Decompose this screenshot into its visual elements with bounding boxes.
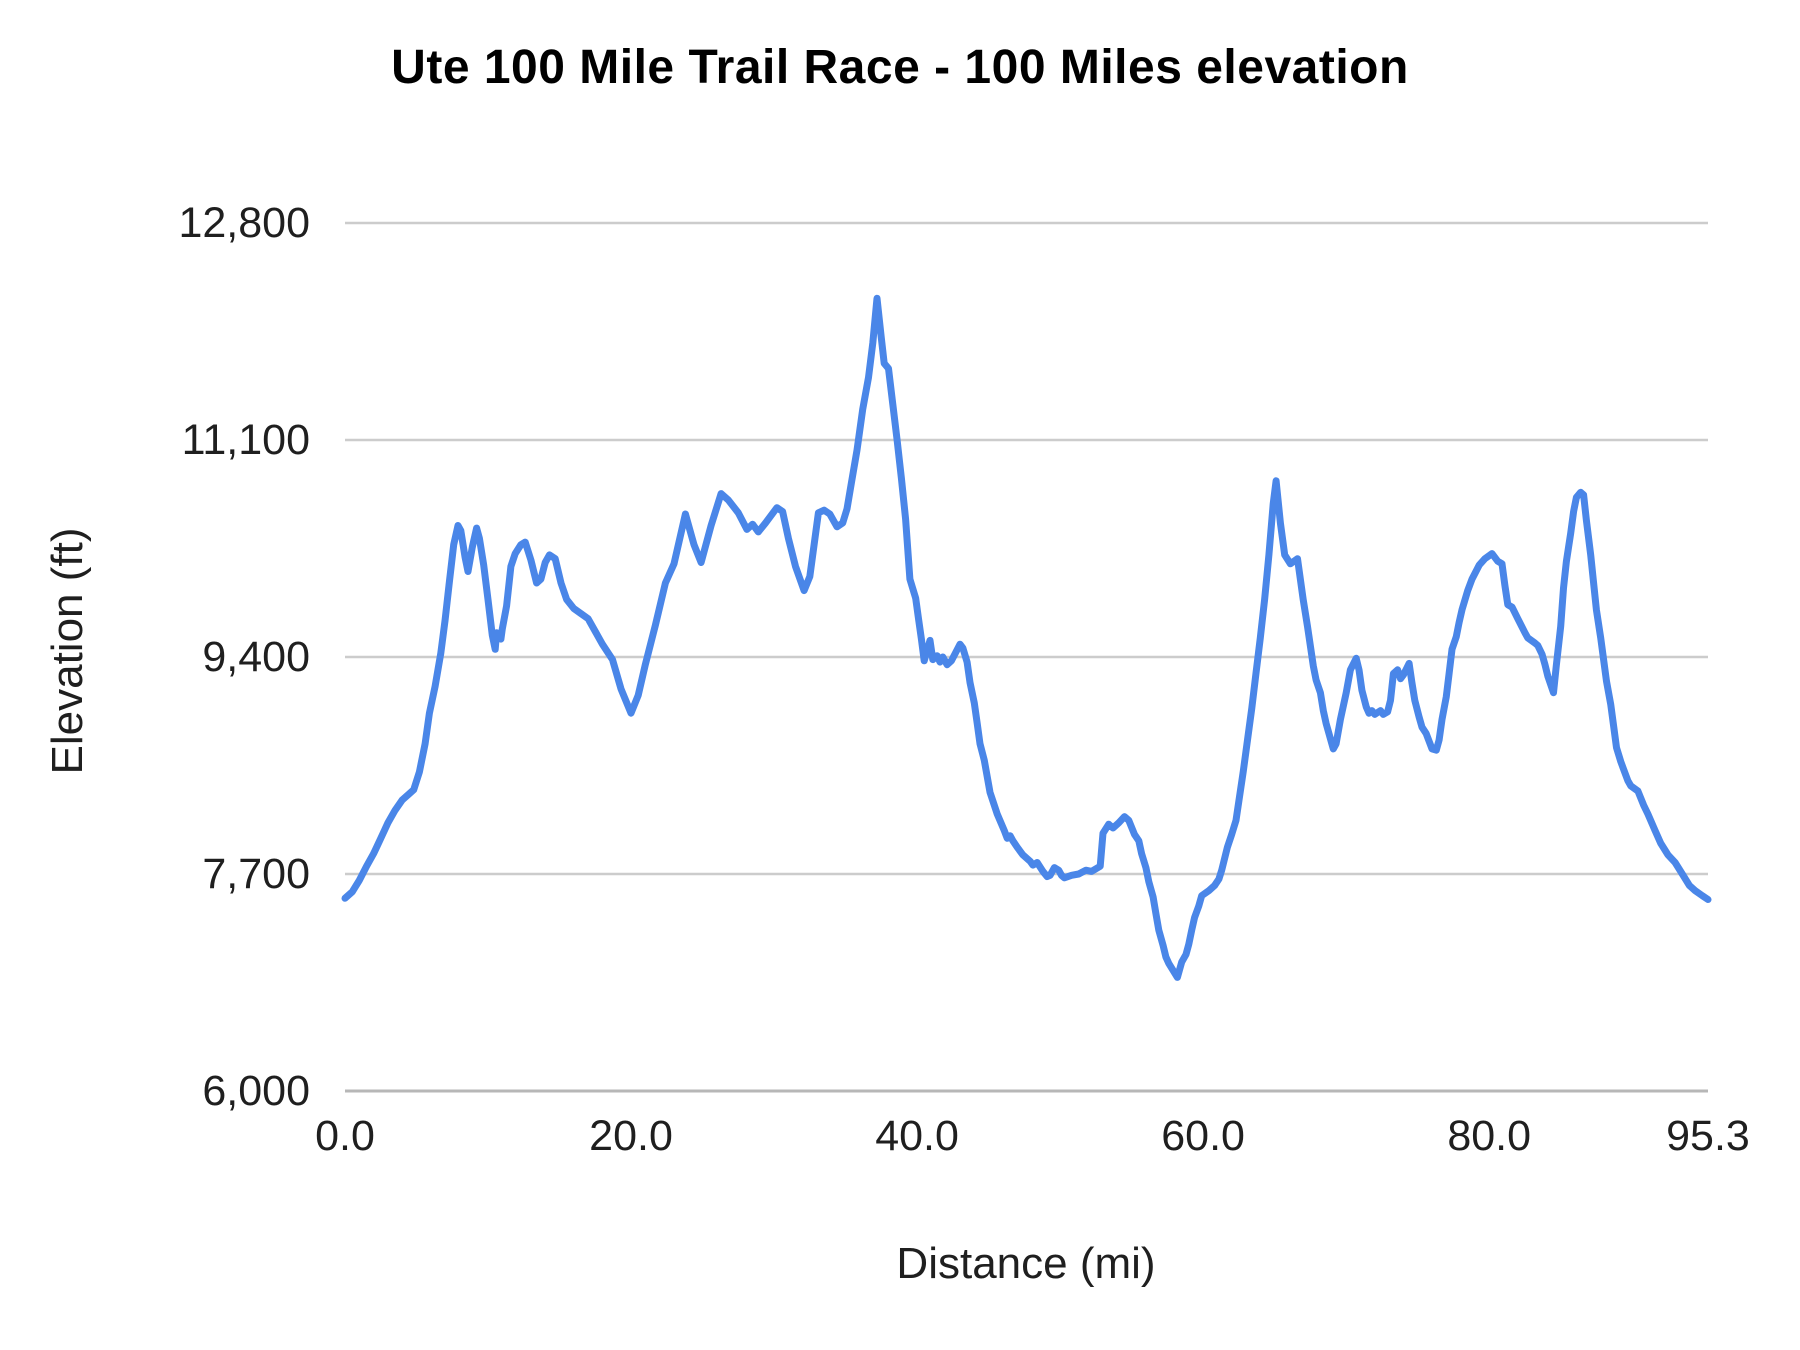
x-tick-label: 80.0 — [1447, 1112, 1532, 1160]
y-tick-label: 9,400 — [202, 633, 310, 681]
x-tick-label: 40.0 — [875, 1112, 959, 1160]
x-tick-label: 0.0 — [315, 1112, 375, 1160]
y-tick-label: 6,000 — [202, 1067, 310, 1115]
x-tick-label: 20.0 — [589, 1112, 673, 1160]
x-tick-label: 60.0 — [1161, 1112, 1245, 1160]
y-tick-label: 12,800 — [178, 199, 310, 247]
y-tick-label: 11,100 — [181, 416, 310, 464]
y-axis-title: Elevation (ft) — [43, 527, 92, 775]
elevation-line-series — [341, 294, 1712, 981]
x-axis-title: Distance (mi) — [896, 1239, 1156, 1288]
chart-title: Ute 100 Mile Trail Race - 100 Miles elev… — [391, 41, 1409, 94]
x-tick-label: 95.3 — [1666, 1112, 1750, 1160]
y-tick-label: 7,700 — [202, 850, 310, 898]
